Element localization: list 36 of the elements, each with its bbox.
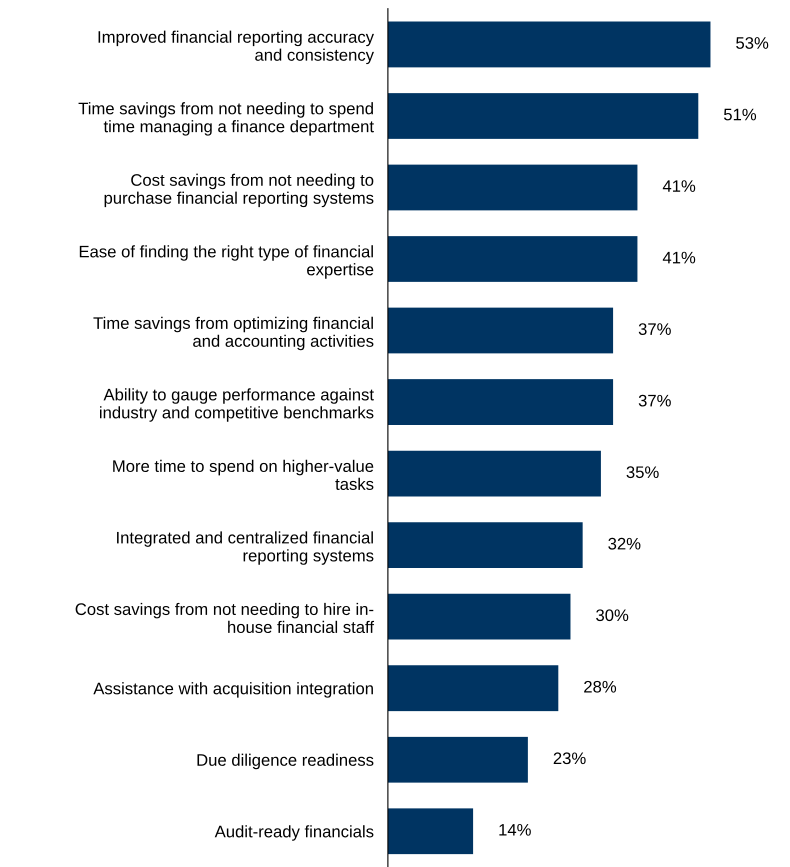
bar	[388, 594, 570, 640]
y-tick-label: More time to spend on higher-value tasks	[113, 460, 374, 490]
y-tick-label: Cost savings from not needing to hire in- house financial staff	[76, 602, 374, 634]
y-tick-label: Cost savings from not needing to purchase financial reporting systems	[104, 174, 374, 208]
bar	[388, 808, 474, 854]
data-label: 37%	[638, 394, 671, 407]
bar	[388, 379, 614, 425]
data-label: 37%	[638, 323, 671, 336]
data-label: 23%	[554, 752, 586, 764]
bar	[388, 450, 601, 496]
bar	[388, 308, 614, 354]
bar	[388, 22, 710, 68]
bar	[388, 236, 638, 282]
y-tick-label: Ability to gauge performance against industry and competitive benchmarks	[100, 388, 374, 422]
data-label: 30%	[596, 609, 628, 622]
y-tick-label: Improved financial reporting accuracy and consistency	[98, 30, 374, 64]
y-tick-label: Audit-ready financials	[214, 825, 374, 841]
y-tick-label: Time savings from optimizing financial and accounting activities	[93, 316, 374, 350]
y-tick-label: Integrated and centralized financial reporting systems	[117, 531, 374, 565]
data-label: 53%	[736, 37, 768, 49]
data-label: 41%	[662, 180, 696, 192]
data-label: 28%	[584, 680, 616, 693]
bar	[388, 164, 638, 210]
y-tick-label: Ease of finding the right type of financial expertise	[80, 245, 374, 279]
bar	[388, 736, 528, 783]
bar	[388, 665, 558, 712]
data-label: 35%	[626, 466, 659, 478]
bar	[388, 93, 698, 139]
y-tick-label: Due diligence readiness	[197, 754, 374, 770]
data-label: 41%	[662, 252, 696, 264]
bar	[388, 522, 583, 568]
y-tick-label: Time savings from not needing to spend time managing a finance department	[78, 102, 374, 136]
data-label: 51%	[724, 108, 756, 120]
data-label: 32%	[608, 538, 640, 550]
y-tick-label: Assistance with acquisition integration	[93, 682, 373, 698]
data-label: 14%	[499, 824, 531, 836]
